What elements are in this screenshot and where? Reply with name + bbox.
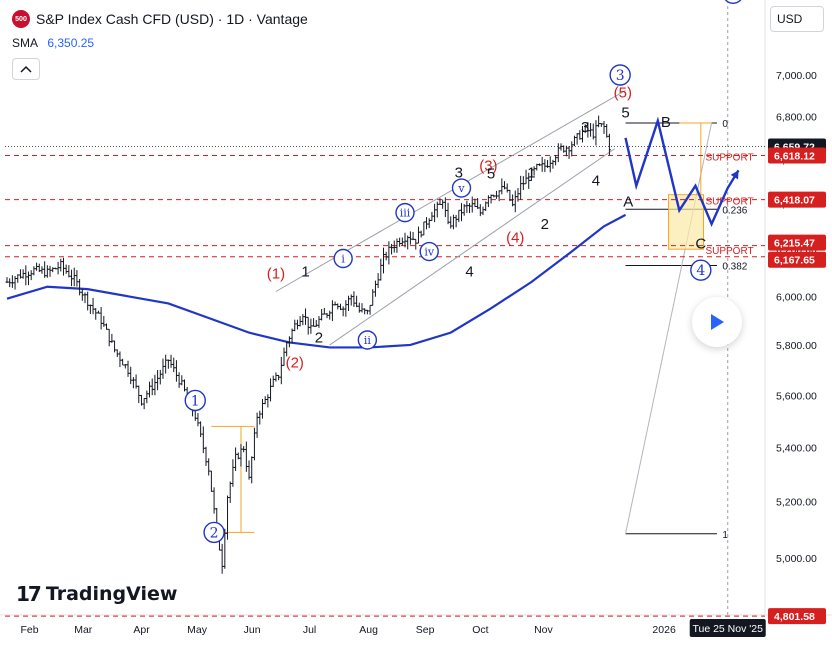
wave-label: 1 (301, 263, 309, 280)
wave-label: 1 (527, 165, 535, 182)
wave-label: v (457, 182, 465, 195)
wave-label-circle (609, 64, 631, 86)
wave-label: (2) (286, 354, 304, 371)
fib-level-label: 1 (722, 530, 728, 541)
wave-label: 2 (210, 525, 219, 541)
wave-label: 2 (541, 216, 549, 233)
price-tick-label: 5,800.00 (776, 340, 817, 352)
crosshair-time-label: Tue 25 Nov '25 (692, 623, 763, 635)
wave-label: 4 (592, 172, 600, 189)
channel-line (329, 148, 616, 346)
sma-legend[interactable]: SMA 6,350.25 (12, 36, 94, 50)
support-text: SUPPORT (705, 153, 753, 164)
projection-path (624, 116, 740, 227)
wave-label: 5 (621, 104, 629, 121)
sma-label: SMA (12, 36, 39, 50)
wave-label: B (661, 114, 671, 131)
wave-label: 4 (465, 263, 473, 280)
wave-label: 3 (581, 119, 589, 136)
wave-label-circle (419, 241, 439, 262)
time-tick-label: Sep (416, 624, 435, 636)
wave-label-circle (357, 330, 378, 350)
price-tick-label: 6,000.00 (776, 291, 817, 303)
price-label-box (768, 147, 826, 164)
price-label-text: 6,167.65 (774, 255, 815, 267)
time-tick-label: Apr (133, 624, 150, 636)
support-text: SUPPORT (705, 197, 753, 208)
wave-label: 5 (487, 166, 495, 183)
wave-label: 4 (696, 263, 705, 279)
price-label-text: 6,618.12 (774, 151, 815, 163)
tradingview-logo[interactable]: 17 TradingView (16, 582, 177, 606)
projection-arrowhead (730, 170, 739, 180)
play-button[interactable] (692, 297, 742, 347)
time-tick-label: Feb (20, 624, 38, 636)
wave-label-circle (333, 248, 353, 269)
fib-level-label: 0 (722, 119, 728, 130)
sma-line (6, 213, 627, 349)
wave-label: ii (364, 334, 372, 347)
wave-label-circle (184, 389, 206, 412)
wave-label: 3 (616, 68, 625, 84)
time-tick-label: 2026 (652, 624, 676, 636)
price-label-box (768, 251, 826, 268)
currency-button[interactable]: USD (770, 6, 824, 32)
chart-header: 500 S&P Index Cash CFD (USD) · 1D · Vant… (12, 8, 308, 30)
wave-label: (4) (506, 230, 524, 247)
wave-label-circle (451, 178, 472, 198)
wave-label: iv (424, 246, 435, 259)
wave-label-circle (203, 521, 225, 544)
price-tick-label: 7,000.00 (776, 70, 817, 82)
time-tick-label: May (187, 624, 208, 636)
price-label-text: 6,418.07 (774, 195, 815, 207)
wave-label: (1) (267, 266, 285, 283)
crosshair-time-box (689, 619, 766, 637)
time-tick-label: Mar (74, 624, 93, 636)
tradingview-brand-text: TradingView (45, 583, 178, 605)
wave-label: A (623, 193, 633, 210)
wave-label-circle (690, 259, 712, 281)
price-tick-label: 6,800.00 (776, 112, 817, 124)
wave-label: C (695, 235, 706, 252)
wave-label: i (341, 253, 345, 266)
price-label-text: 4,801.58 (774, 611, 815, 623)
fib-level-label: 0.236 (722, 205, 747, 216)
wave-label: 3 (455, 165, 463, 182)
price-label-box (768, 234, 826, 251)
tradingview-logo-icon: 17 (16, 582, 42, 606)
wave-label-circle (724, 0, 742, 4)
time-tick-label: Oct (472, 624, 488, 636)
play-icon (711, 314, 724, 330)
time-tick-label: Jun (244, 624, 261, 636)
symbol-logo-icon: 500 (12, 10, 30, 28)
wave-label: 1 (191, 393, 200, 409)
sma-value: 6,350.25 (47, 36, 95, 50)
wave-label: 2 (315, 330, 323, 347)
time-tick-label: Jul (303, 624, 316, 636)
wave-label: 5 (729, 0, 738, 2)
wave-label: (5) (614, 85, 632, 102)
time-tick-label: Aug (359, 624, 378, 636)
price-tick-label: 5,200.00 (776, 497, 817, 509)
support-text: SUPPORT (705, 246, 753, 257)
price-label-text: 6,215.47 (774, 238, 815, 250)
fib-level-label: 0.382 (722, 262, 747, 273)
price-tick-label: 5,000.00 (776, 553, 817, 565)
wave-label: (3) (479, 157, 497, 174)
collapse-legend-button[interactable] (12, 58, 40, 80)
wave-label: iii (400, 207, 411, 220)
wave-label-circle (395, 202, 415, 223)
target-zone-box (668, 194, 705, 250)
symbol-title[interactable]: S&P Index Cash CFD (USD) · 1D · Vantage (36, 11, 308, 27)
price-tick-label: 5,400.00 (776, 443, 817, 455)
price-label-box (768, 608, 826, 625)
price-label-box (768, 191, 826, 208)
price-tick-label: 5,600.00 (776, 390, 817, 402)
time-tick-label: Nov (534, 624, 553, 636)
collapse-chevron-icon (20, 65, 32, 73)
